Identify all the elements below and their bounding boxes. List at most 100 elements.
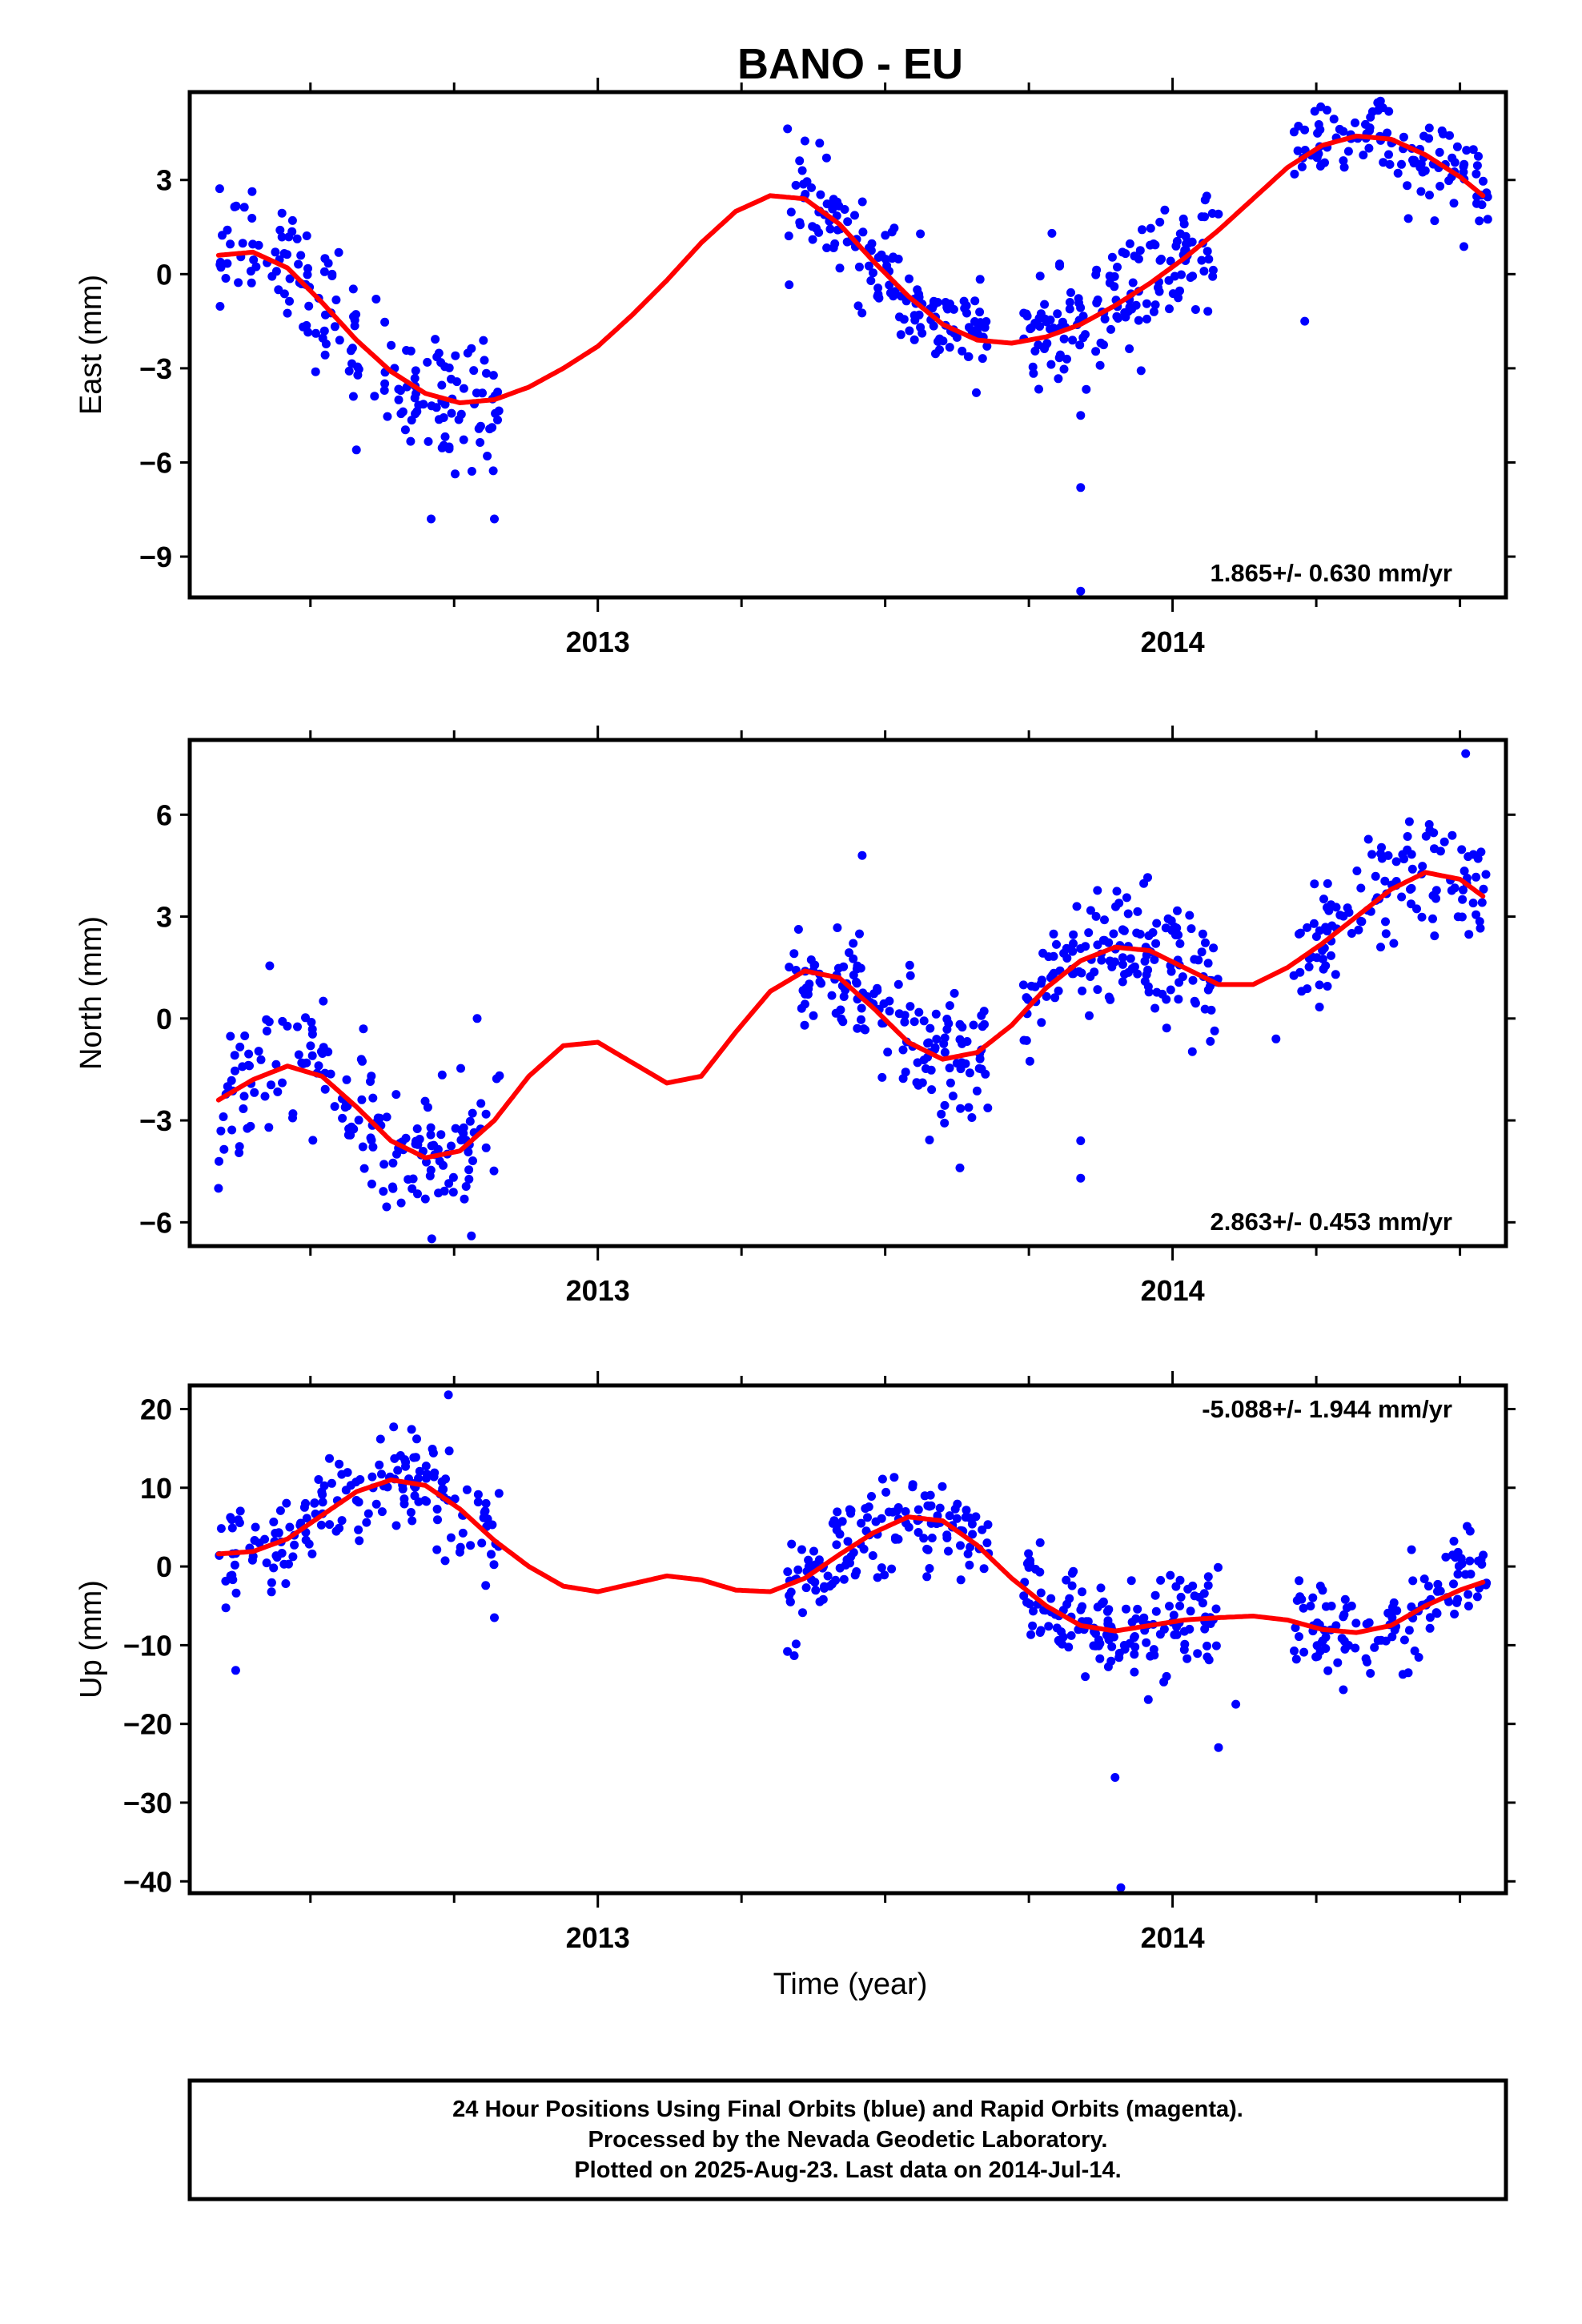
- east-data-point: [1366, 112, 1375, 122]
- east-data-point: [423, 357, 432, 367]
- up-data-point: [1200, 1624, 1210, 1634]
- north-plot-frame: [187, 738, 1508, 1248]
- up-data-point: [922, 1572, 932, 1582]
- east-data-point: [1121, 249, 1130, 259]
- east-data-point: [858, 227, 868, 237]
- up-data-point: [1203, 1572, 1213, 1582]
- up-data-point: [833, 1507, 842, 1517]
- east-data-point: [320, 350, 330, 360]
- east-data-point: [1384, 150, 1393, 159]
- north-data-point: [427, 1234, 436, 1244]
- north-data-point: [1100, 935, 1109, 945]
- east-data-point: [1462, 146, 1472, 155]
- up-data-point: [275, 1506, 285, 1515]
- up-data-point: [400, 1499, 409, 1509]
- east-data-point: [873, 283, 883, 293]
- up-data-point: [337, 1470, 347, 1479]
- up-data-point: [1299, 1647, 1309, 1657]
- up-data-point: [1169, 1610, 1178, 1620]
- up-data-point: [1373, 1636, 1383, 1645]
- east-data-point: [1091, 347, 1101, 356]
- east-data-point: [1293, 146, 1303, 155]
- up-data-point: [390, 1454, 400, 1463]
- east-data-point: [1142, 314, 1151, 324]
- north-data-point: [839, 962, 849, 971]
- up-data-point: [1022, 1598, 1031, 1607]
- north-fit-curve: [215, 870, 1486, 1160]
- east-data-point: [1313, 128, 1323, 138]
- up-data-point: [301, 1535, 311, 1545]
- east-data-point: [285, 296, 294, 306]
- north-data-point: [1175, 939, 1185, 948]
- north-data-point: [456, 1136, 466, 1145]
- up-data-point: [1067, 1581, 1077, 1590]
- up-data-point: [230, 1560, 239, 1570]
- up-data-point: [331, 1526, 341, 1536]
- east-data-point: [857, 308, 867, 318]
- up-data-point: [325, 1454, 334, 1463]
- north-data-point: [1481, 870, 1491, 879]
- north-data-point: [1170, 922, 1179, 931]
- up-data-point: [1183, 1584, 1193, 1594]
- east-data-point: [945, 343, 954, 352]
- north-data-point: [898, 1045, 908, 1055]
- east-data-point: [1125, 239, 1134, 248]
- east-data-point: [311, 367, 320, 376]
- up-data-point: [877, 1563, 886, 1573]
- north-data-point: [1118, 977, 1127, 987]
- east-data-point: [1191, 305, 1200, 314]
- east-data-point: [1449, 199, 1459, 208]
- north-data-point: [219, 1144, 229, 1154]
- east-data-point: [1316, 102, 1326, 111]
- up-data-point: [473, 1490, 483, 1499]
- east-data-point: [482, 368, 491, 378]
- north-data-point: [464, 1175, 474, 1184]
- north-data-point: [1200, 1004, 1210, 1014]
- east-data-point: [1479, 176, 1488, 186]
- up-data-point: [1211, 1604, 1221, 1614]
- north-data-point: [1150, 1003, 1160, 1013]
- east-x-tick-label: 2013: [566, 625, 630, 658]
- up-data-point: [1211, 1641, 1221, 1651]
- north-data-point: [1356, 916, 1366, 926]
- up-data-point: [1461, 1570, 1470, 1579]
- north-data-point: [855, 929, 864, 939]
- east-data-point: [348, 284, 358, 294]
- east-data-point: [874, 293, 884, 303]
- up-data-point: [1351, 1618, 1361, 1628]
- north-data-point: [1161, 923, 1170, 933]
- east-data-point: [1049, 324, 1058, 333]
- up-data-point: [963, 1549, 973, 1558]
- up-data-point: [863, 1513, 872, 1522]
- north-data-point: [885, 1007, 894, 1016]
- north-data-point: [972, 1086, 982, 1096]
- up-data-point: [1139, 1613, 1149, 1622]
- east-data-point: [887, 227, 897, 237]
- north-data-point: [264, 1123, 274, 1132]
- up-x-tick-label: 2014: [1141, 1921, 1205, 1954]
- north-data-point: [1093, 940, 1102, 950]
- north-data-point: [1210, 1026, 1219, 1035]
- north-data-point: [230, 1051, 239, 1060]
- north-data-point: [1323, 903, 1331, 912]
- north-data-point: [1123, 909, 1133, 919]
- up-data-point: [793, 1565, 803, 1574]
- up-data-point: [811, 1586, 821, 1595]
- up-data-point: [377, 1507, 387, 1517]
- north-data-point: [1085, 1011, 1094, 1020]
- up-data-point: [919, 1534, 929, 1543]
- north-data-point: [923, 1039, 933, 1048]
- up-data-point: [1399, 1635, 1409, 1645]
- east-outlier-point: [490, 514, 499, 524]
- east-data-point: [302, 231, 311, 240]
- north-data-point: [481, 1143, 491, 1152]
- north-data-point: [260, 1092, 270, 1101]
- north-data-point: [1203, 959, 1213, 968]
- east-data-point: [1136, 366, 1146, 376]
- up-data-point: [1408, 1576, 1418, 1586]
- east-data-point: [1171, 241, 1181, 251]
- up-data-point: [466, 1541, 476, 1550]
- east-data-point: [1078, 312, 1088, 321]
- up-data-point: [1419, 1574, 1429, 1584]
- north-data-point: [319, 1043, 328, 1052]
